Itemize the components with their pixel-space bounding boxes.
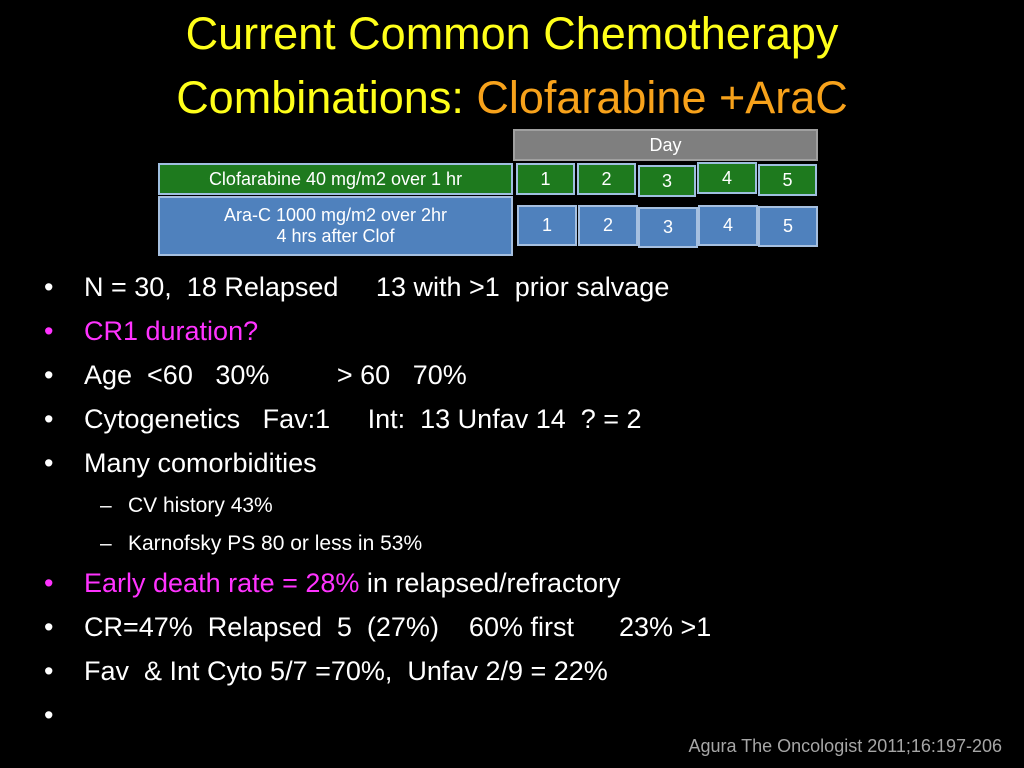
- title-highlight: Clofarabine +AraC: [476, 72, 848, 123]
- day-cell: 3: [638, 207, 698, 248]
- bullet-text: N = 30, 18 Relapsed 13 with >1 prior sal…: [84, 272, 670, 302]
- day-cell: 2: [577, 163, 636, 195]
- bullet-text: Early death rate = 28% in relapsed/refra…: [84, 568, 621, 599]
- drug-label: Ara-C 1000 mg/m2 over 2hr 4 hrs after Cl…: [158, 196, 513, 256]
- day-cell: 1: [516, 163, 575, 195]
- bullet-text: Age <60 30% > 60 70%: [84, 360, 467, 390]
- day-cell: 5: [758, 164, 817, 196]
- sub-bullet-text: CV history 43%: [128, 494, 273, 517]
- citation: Agura The Oncologist 2011;16:197-206: [688, 736, 1002, 756]
- day-header: Day: [513, 129, 818, 161]
- title-line: Current Common Chemotherapy: [185, 8, 839, 59]
- label-line: 4 hrs after Clof: [276, 226, 395, 246]
- day-cell: 4: [697, 162, 757, 194]
- label-line: Ara-C 1000 mg/m2 over 2hr: [223, 205, 448, 226]
- drug-label: Clofarabine 40 mg/m2 over 1 hr: [158, 163, 513, 195]
- title-text: Combinations:: [176, 72, 477, 123]
- day-cell: 3: [638, 165, 696, 197]
- day-cell: 2: [578, 205, 638, 246]
- bullet-text: CR=47% Relapsed 5 (27%) 60% first 23% >1: [84, 612, 712, 642]
- title-line: Combinations: Clofarabine +AraC: [0, 72, 1024, 124]
- day-cell: 1: [517, 205, 577, 246]
- bullet-text: Many comorbidities: [84, 448, 317, 478]
- day-cell: 4: [698, 205, 758, 246]
- plain-text: in relapsed/refractory: [359, 568, 621, 598]
- bullet-text: CR1 duration?: [84, 316, 259, 346]
- bullet-text: Cytogenetics Fav:1 Int: 13 Unfav 14 ? = …: [84, 404, 642, 434]
- day-cell: 5: [758, 206, 818, 247]
- emphasis-text: Early death rate = 28%: [84, 568, 360, 598]
- sub-bullet-text: Karnofsky PS 80 or less in 53%: [128, 532, 423, 555]
- bullet-text: Fav & Int Cyto 5/7 =70%, Unfav 2/9 = 22%: [84, 656, 608, 686]
